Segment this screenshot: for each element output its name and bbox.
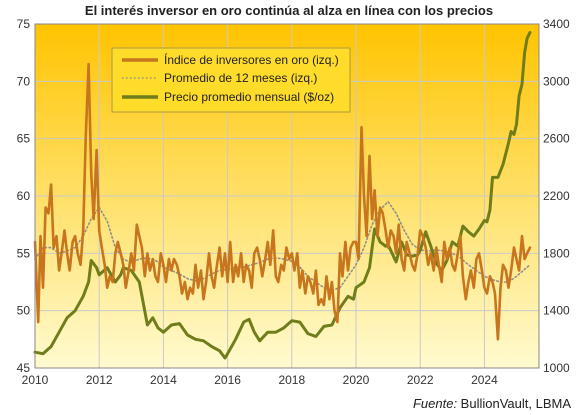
left-tick-label: 50 bbox=[17, 304, 31, 318]
source-label: Fuente: bbox=[413, 396, 457, 411]
source-value: BullionVault, LBMA bbox=[457, 396, 571, 411]
x-tick-label: 2022 bbox=[407, 373, 434, 387]
left-tick-label: 70 bbox=[17, 74, 31, 88]
right-tick-label: 3400 bbox=[543, 17, 570, 31]
x-tick-label: 2018 bbox=[278, 373, 305, 387]
left-tick-label: 65 bbox=[17, 132, 31, 146]
legend-label-index: Índice de inversores en oro (izq.) bbox=[164, 52, 339, 67]
legend-label-avg: Promedio de 12 meses (izq.) bbox=[164, 71, 317, 85]
x-axis: 2010 2012 2014 2016 2018 2020 2022 2024 bbox=[22, 373, 498, 387]
x-tick-label: 2012 bbox=[86, 373, 113, 387]
x-tick-label: 2020 bbox=[343, 373, 370, 387]
plot-border bbox=[34, 23, 540, 369]
left-axis: 45 50 55 60 65 70 75 bbox=[17, 17, 31, 375]
right-tick-label: 1000 bbox=[543, 361, 570, 375]
left-tick-label: 75 bbox=[17, 17, 31, 31]
x-tick-label: 2024 bbox=[471, 373, 498, 387]
x-tick-label: 2014 bbox=[150, 373, 177, 387]
left-tick-label: 45 bbox=[17, 361, 31, 375]
chart-title: El interés inversor en oro continúa al a… bbox=[85, 3, 493, 18]
x-tick-label: 2010 bbox=[22, 373, 49, 387]
x-tick-label: 2016 bbox=[214, 373, 241, 387]
right-tick-label: 3000 bbox=[543, 74, 570, 88]
left-tick-label: 60 bbox=[17, 189, 31, 203]
series-investor-index bbox=[33, 62, 532, 341]
right-tick-label: 2200 bbox=[543, 189, 570, 203]
right-axis: 1000 1400 1800 2200 2600 3000 3400 bbox=[543, 17, 570, 375]
legend: Índice de inversores en oro (izq.) Prome… bbox=[111, 47, 351, 113]
legend-label-price: Precio promedio mensual ($/oz) bbox=[164, 90, 334, 104]
source-note: Fuente: BullionVault, LBMA bbox=[413, 396, 571, 411]
right-tick-label: 1800 bbox=[543, 246, 570, 260]
left-tick-label: 55 bbox=[17, 246, 31, 260]
right-tick-label: 2600 bbox=[543, 132, 570, 146]
right-tick-label: 1400 bbox=[543, 304, 570, 318]
series-layer bbox=[33, 31, 532, 360]
